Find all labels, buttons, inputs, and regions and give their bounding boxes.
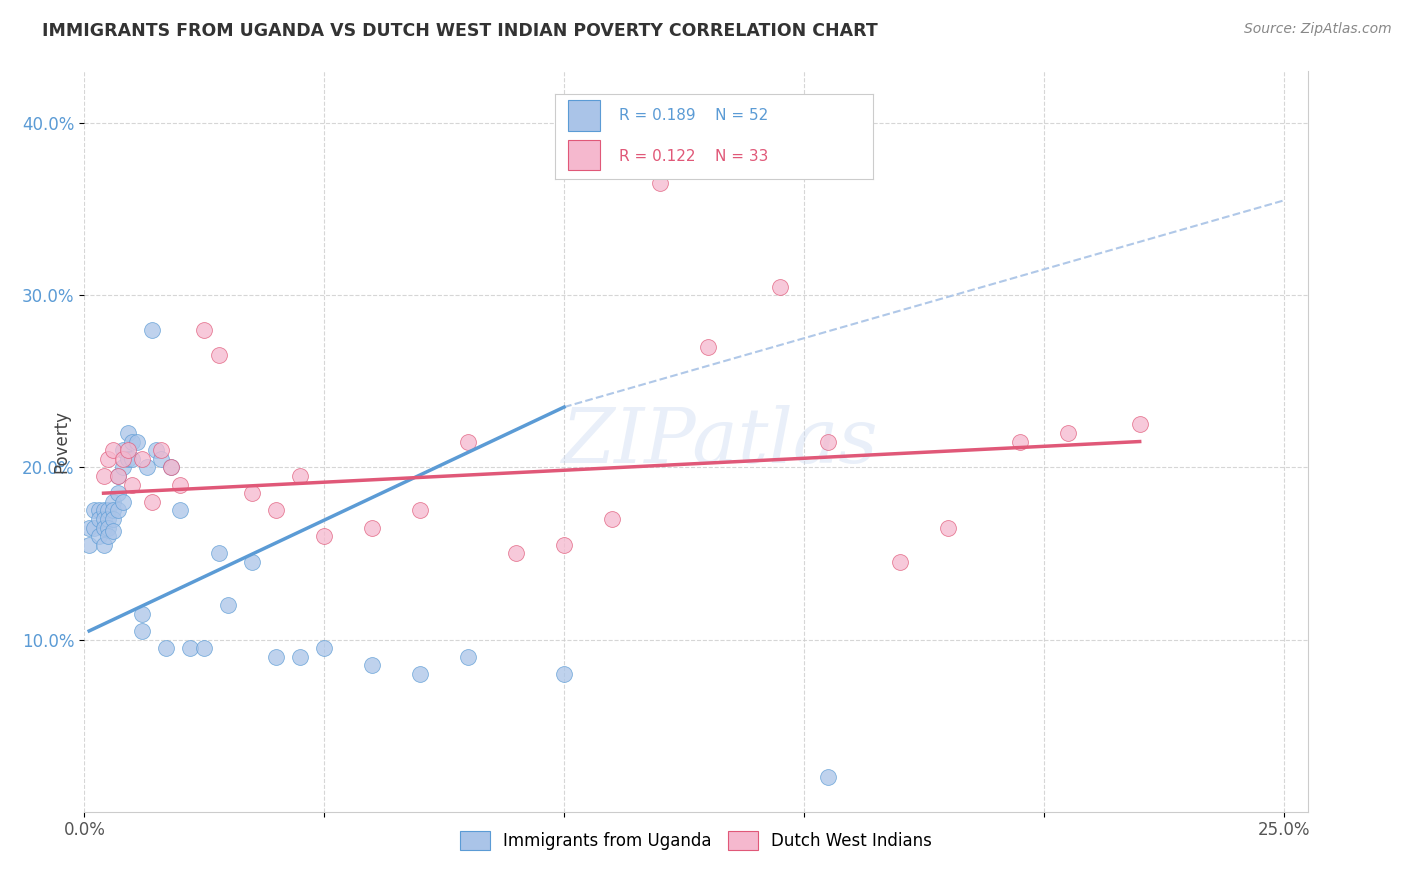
Point [217, 598, 239, 612]
Point [817, 770, 839, 784]
Point [111, 443, 134, 458]
Point [1008, 434, 1031, 449]
Point [111, 460, 134, 475]
Point [131, 451, 153, 466]
Point [111, 495, 134, 509]
Point [457, 434, 479, 449]
Point [93, 512, 115, 526]
Point [159, 460, 181, 475]
Point [159, 460, 181, 475]
Point [87, 529, 110, 543]
Point [264, 649, 287, 664]
Point [131, 607, 153, 621]
Point [505, 546, 527, 560]
Point [111, 451, 134, 466]
Text: Source: ZipAtlas.com: Source: ZipAtlas.com [1244, 22, 1392, 37]
Point [193, 323, 215, 337]
Point [107, 469, 129, 483]
Point [240, 555, 263, 569]
Point [889, 555, 911, 569]
Point [150, 443, 173, 458]
Point [208, 348, 231, 362]
Point [600, 512, 623, 526]
Point [87, 503, 110, 517]
Point [179, 641, 201, 656]
Point [290, 649, 312, 664]
Point [83, 521, 105, 535]
Point [97, 512, 120, 526]
Point [101, 503, 124, 517]
Point [117, 443, 139, 458]
Point [87, 512, 110, 526]
Point [193, 641, 215, 656]
Point [697, 340, 720, 354]
Point [457, 649, 479, 664]
Point [208, 546, 231, 560]
Point [264, 503, 287, 517]
Point [553, 667, 575, 681]
Point [936, 521, 959, 535]
Point [93, 503, 115, 517]
Point [117, 425, 139, 440]
Point [121, 451, 143, 466]
Point [93, 538, 115, 552]
Point [77, 521, 100, 535]
Point [769, 279, 792, 293]
Point [314, 529, 336, 543]
Point [648, 176, 671, 190]
Point [314, 641, 336, 656]
Point [107, 503, 129, 517]
Text: ZIPatlas: ZIPatlas [562, 405, 879, 478]
Point [93, 521, 115, 535]
Y-axis label: Poverty: Poverty [52, 410, 70, 473]
Point [101, 443, 124, 458]
Point [409, 667, 432, 681]
Legend: Immigrants from Uganda, Dutch West Indians: Immigrants from Uganda, Dutch West India… [453, 824, 939, 856]
Point [83, 503, 105, 517]
Point [553, 538, 575, 552]
Point [409, 503, 432, 517]
Point [1056, 425, 1078, 440]
Point [141, 495, 163, 509]
Point [150, 451, 173, 466]
Point [145, 443, 167, 458]
Point [77, 538, 100, 552]
Point [361, 521, 384, 535]
Point [135, 460, 157, 475]
Point [290, 469, 312, 483]
Point [131, 624, 153, 638]
Point [121, 477, 143, 491]
Point [117, 451, 139, 466]
Point [107, 486, 129, 500]
Point [155, 641, 177, 656]
Point [93, 469, 115, 483]
Point [141, 323, 163, 337]
Point [97, 529, 120, 543]
Point [169, 477, 191, 491]
Point [101, 524, 124, 538]
Point [107, 469, 129, 483]
Point [101, 495, 124, 509]
Point [361, 658, 384, 673]
Point [101, 512, 124, 526]
Point [127, 434, 149, 449]
Point [97, 451, 120, 466]
Point [121, 434, 143, 449]
Text: IMMIGRANTS FROM UGANDA VS DUTCH WEST INDIAN POVERTY CORRELATION CHART: IMMIGRANTS FROM UGANDA VS DUTCH WEST IND… [42, 22, 877, 40]
Point [97, 503, 120, 517]
Point [169, 503, 191, 517]
Point [97, 521, 120, 535]
Point [1129, 417, 1152, 432]
Point [240, 486, 263, 500]
Point [817, 434, 839, 449]
